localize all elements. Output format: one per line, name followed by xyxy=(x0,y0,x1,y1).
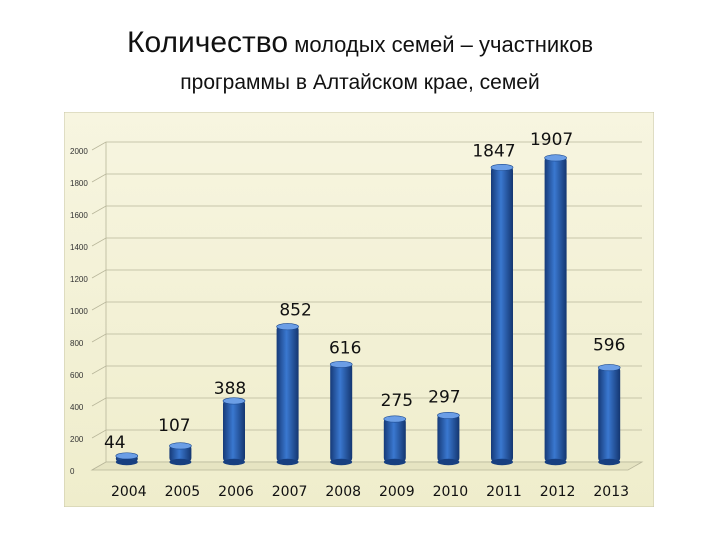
bar-body xyxy=(437,414,460,462)
bar-base xyxy=(223,458,245,466)
data-label: 297 xyxy=(428,387,460,407)
x-tick-label: 2007 xyxy=(272,484,308,500)
x-tick-label: 2004 xyxy=(111,484,147,500)
data-label: 275 xyxy=(381,391,413,411)
bar xyxy=(437,411,460,466)
bar-body xyxy=(223,399,245,462)
y-tick-label: 1800 xyxy=(70,179,88,188)
y-axis: 0 200 400 600 800 1000 1200 1400 1600 1800 2000 xyxy=(70,147,88,476)
bar-base xyxy=(598,458,621,466)
x-tick-label: 2012 xyxy=(540,484,576,500)
y-tick-label: 1600 xyxy=(70,211,88,220)
data-label: 596 xyxy=(593,336,625,356)
bar-chart: 0 200 400 600 800 1000 1200 1400 1600 1800 2000 44… xyxy=(64,112,654,507)
title-line-2: программы в Алтайском крае, семей xyxy=(180,71,540,94)
bar xyxy=(544,154,567,466)
bar xyxy=(383,415,407,466)
bar-base xyxy=(544,458,567,466)
x-tick-label: 2006 xyxy=(218,484,254,500)
x-tick-label: 2005 xyxy=(165,484,201,500)
x-tick-label: 2010 xyxy=(433,484,469,500)
bars xyxy=(115,154,621,466)
y-tick-label: 600 xyxy=(70,371,84,380)
bar-top xyxy=(169,442,192,450)
bar-top xyxy=(276,323,299,331)
y-tick-label: 2000 xyxy=(70,147,88,156)
bar xyxy=(169,442,192,466)
bar-body xyxy=(383,418,406,462)
x-tick-label: 2008 xyxy=(325,484,361,500)
bar-body xyxy=(169,444,192,462)
bar-top xyxy=(597,364,621,372)
bar-base xyxy=(169,458,192,466)
y-tick-label: 1400 xyxy=(70,243,88,252)
bar-body xyxy=(544,156,567,462)
title-line-1: Количество молодых семей – участников xyxy=(0,26,720,62)
data-labels: 44 107 388 852 616 275 297 1847 1907 596 xyxy=(104,130,625,453)
data-label: 44 xyxy=(104,433,126,453)
bar-base xyxy=(330,458,353,466)
title-rest: молодых семей – участников xyxy=(288,32,594,57)
bar-body xyxy=(276,325,299,462)
bar-base xyxy=(383,458,406,466)
bar-top xyxy=(383,415,407,423)
x-tick-label: 2013 xyxy=(593,484,629,500)
x-tick-label: 2011 xyxy=(486,484,522,500)
bar-top xyxy=(329,360,353,368)
bar xyxy=(115,452,139,466)
data-label: 107 xyxy=(158,416,190,436)
bar xyxy=(329,360,353,466)
bar-top xyxy=(544,154,567,162)
bar xyxy=(597,364,621,466)
bar-top xyxy=(222,397,246,405)
bar-body xyxy=(491,166,513,463)
bar xyxy=(490,163,514,466)
data-label: 616 xyxy=(329,338,361,358)
bar-base xyxy=(276,458,299,466)
bar-base xyxy=(115,458,138,466)
chart-title: Количество молодых семей – участников пр… xyxy=(0,26,720,98)
bar-top xyxy=(115,452,139,460)
bar-base xyxy=(491,458,513,466)
y-tick-label: 1200 xyxy=(70,275,88,284)
y-tick-label: 0 xyxy=(70,467,75,476)
bar-base xyxy=(437,458,460,466)
title-word: Количество xyxy=(126,26,289,59)
x-axis: 2004 2005 2006 2007 2008 2009 2010 2011 2012 2013 xyxy=(111,484,629,500)
bar-top xyxy=(437,411,460,419)
bar-body xyxy=(330,363,353,462)
bar xyxy=(222,397,246,466)
y-tick-label: 800 xyxy=(70,339,84,348)
data-label: 1907 xyxy=(530,130,573,150)
x-tick-label: 2009 xyxy=(379,484,415,500)
y-tick-label: 1000 xyxy=(70,307,88,316)
bar-top xyxy=(490,163,514,171)
data-label: 388 xyxy=(214,379,246,399)
data-label: 1847 xyxy=(472,141,515,161)
bar xyxy=(276,323,299,466)
bar-body xyxy=(598,366,621,462)
y-tick-label: 400 xyxy=(70,403,84,412)
y-tick-label: 200 xyxy=(70,435,84,444)
data-label: 852 xyxy=(279,301,311,321)
grid xyxy=(91,141,642,471)
